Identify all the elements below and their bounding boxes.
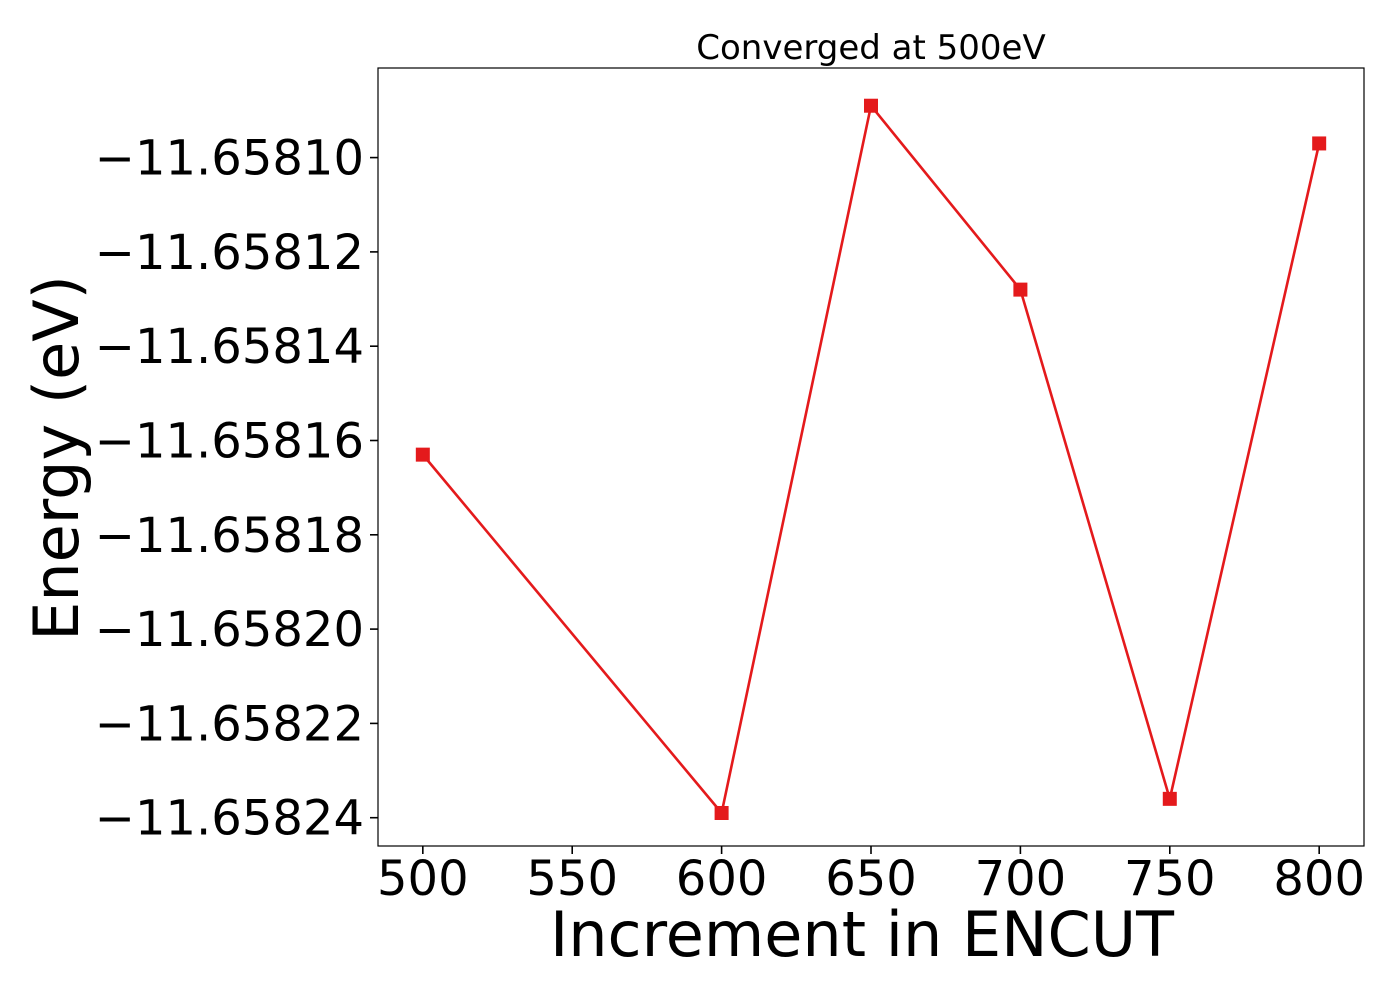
data-point-marker <box>1013 282 1028 297</box>
y-axis-label: Energy (eV) <box>20 275 93 641</box>
x-tick-label: 800 <box>1273 851 1365 907</box>
plot-area <box>377 67 1365 847</box>
x-tick-label: 700 <box>975 851 1067 907</box>
x-tick-label: 650 <box>825 851 917 907</box>
series-layer <box>415 98 1327 820</box>
data-point-marker <box>1312 136 1327 151</box>
y-axis: −11.65810 −11.65812 −11.65814 −11.65816 −11.… <box>95 131 378 847</box>
y-tick-label: −11.65822 <box>95 696 364 752</box>
y-tick-label: −11.65812 <box>95 225 364 281</box>
x-tick-label: 750 <box>1124 851 1216 907</box>
x-tick-label: 550 <box>526 851 618 907</box>
y-tick-label: −11.65816 <box>95 413 364 469</box>
data-point-marker <box>864 98 878 113</box>
chart-title: Converged at 500eV <box>696 28 1045 68</box>
y-tick-label: −11.65810 <box>95 131 364 187</box>
data-point-marker <box>415 447 430 462</box>
x-axis-label: Increment in ENCUT <box>550 898 1175 971</box>
axes-frame <box>377 67 1365 847</box>
series-line <box>421 104 1321 815</box>
data-point-marker <box>1162 791 1177 806</box>
x-axis: 500 550 600 650 700 750 800 <box>377 846 1365 907</box>
x-tick-label: 600 <box>676 851 768 907</box>
y-tick-label: −11.65820 <box>95 602 364 658</box>
x-tick-label: 500 <box>377 851 469 907</box>
data-point-marker <box>714 805 729 820</box>
y-tick-label: −11.65814 <box>95 319 364 375</box>
y-tick-label: −11.65824 <box>95 791 364 847</box>
y-tick-label: −11.65818 <box>95 508 364 564</box>
